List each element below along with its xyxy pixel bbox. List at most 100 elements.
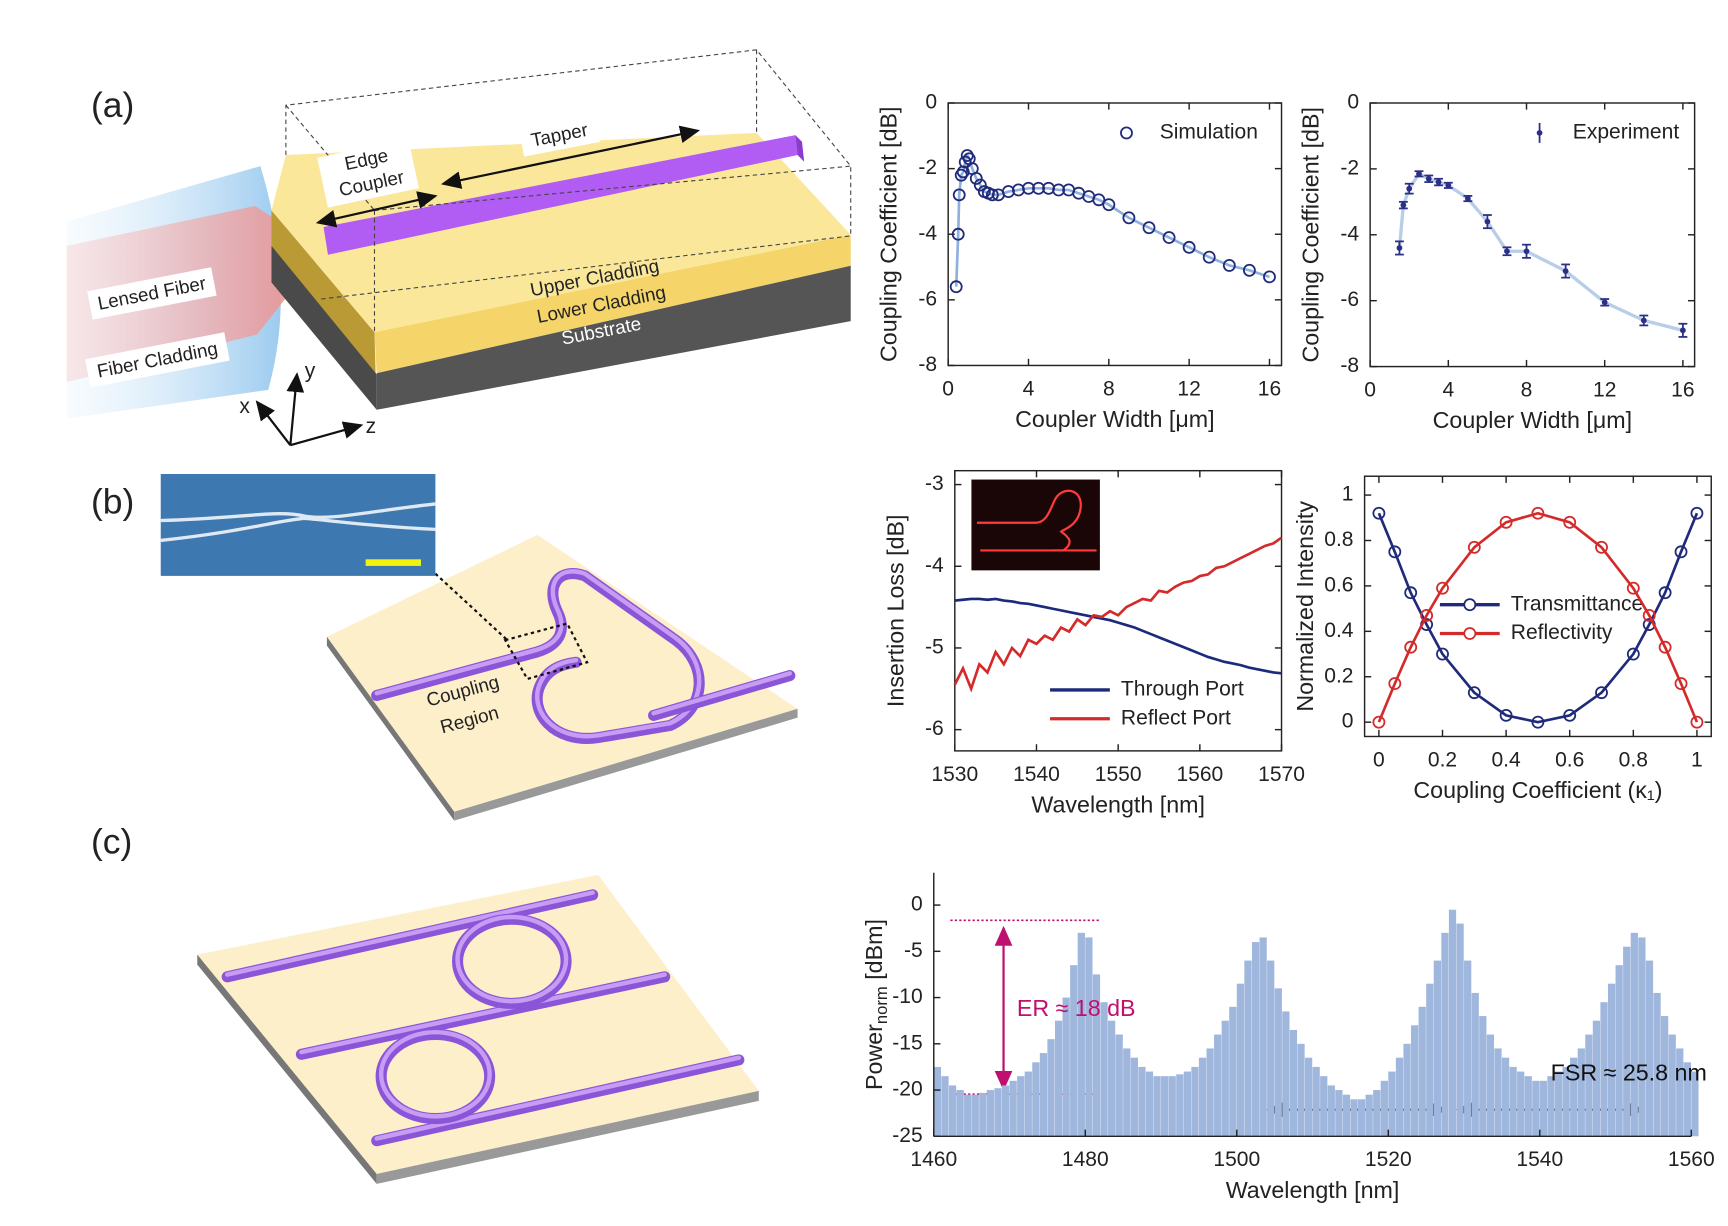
point — [952, 188, 966, 202]
point — [1464, 195, 1471, 202]
y-tick-label: 0 — [1347, 91, 1359, 114]
point — [949, 280, 963, 294]
point — [1242, 263, 1256, 277]
point — [1445, 182, 1452, 189]
bar — [1638, 937, 1646, 1137]
x-tick-label: 0.8 — [1619, 748, 1648, 771]
x-tick-label: 0 — [1364, 379, 1376, 402]
y-tick-label: 0.4 — [1324, 619, 1354, 642]
point — [1436, 581, 1449, 595]
x-tick-label: 1540 — [1013, 763, 1060, 786]
legend-label: Reflect Port — [1121, 706, 1231, 729]
bar — [1062, 997, 1070, 1137]
point — [958, 155, 972, 169]
legend-swatch — [1120, 126, 1133, 140]
point — [1372, 506, 1386, 520]
bar — [1032, 1062, 1040, 1137]
bar — [1683, 1062, 1691, 1137]
y-tick-label: -8 — [918, 353, 937, 376]
y-tick-label: -6 — [918, 287, 937, 310]
panel-label: (c) — [91, 821, 132, 861]
bar — [1411, 1025, 1419, 1137]
plot-frame — [1363, 475, 1712, 738]
series-line — [1377, 511, 1699, 723]
bar — [1607, 983, 1616, 1137]
point — [1504, 248, 1510, 255]
bar — [1577, 1048, 1585, 1137]
edge-coupler-diagram: Edge Coupler Tapper Lensed Fiber Fiber C… — [66, 49, 852, 447]
bar — [1479, 1016, 1487, 1137]
y-tick-label: -2 — [1340, 156, 1359, 179]
bar — [1244, 960, 1252, 1137]
y-tick-label: -20 — [892, 1078, 922, 1101]
bar — [1615, 965, 1623, 1137]
point — [1122, 211, 1136, 225]
y-tick-label: 0 — [911, 893, 923, 916]
x-tick-label: 1480 — [1062, 1148, 1109, 1171]
y-axis-label: Coupling Coefficient [dB] — [1298, 107, 1324, 362]
point — [1102, 198, 1116, 212]
x-tick-label: 8 — [1521, 379, 1533, 402]
x-tick-label: 0.2 — [1428, 748, 1457, 771]
annotation: ER ≈ 18 dB — [1017, 995, 1136, 1021]
y-tick-label: -5 — [904, 939, 923, 962]
point — [1658, 640, 1672, 654]
bar — [1539, 1080, 1548, 1137]
point — [951, 227, 965, 241]
bar — [1554, 1071, 1563, 1137]
bar — [1214, 1034, 1222, 1137]
point — [1202, 250, 1216, 264]
point — [1400, 202, 1407, 209]
point — [985, 188, 999, 202]
y-axis-label: Powernorm [dBm] — [861, 919, 891, 1090]
x-axis-label: Coupler Width [μm] — [1433, 407, 1632, 433]
x-tick-label: 1520 — [1365, 1148, 1412, 1171]
y-tick-label: -10 — [892, 985, 922, 1008]
bar — [1085, 937, 1093, 1137]
point — [1052, 183, 1066, 197]
point — [1595, 686, 1608, 700]
bar — [1660, 1016, 1669, 1137]
legend-swatch — [1463, 598, 1477, 612]
y-tick-label: -8 — [1340, 354, 1359, 377]
bar — [1259, 937, 1267, 1137]
x-axis-label: Coupling Coefficient (κ₁) — [1413, 777, 1662, 803]
annotation: FSR ≈ 25.8 nm — [1551, 1059, 1707, 1085]
point — [1416, 170, 1422, 177]
legend-label: Experiment — [1573, 120, 1680, 143]
point — [1484, 218, 1491, 225]
legend-label: Transmittance — [1511, 592, 1643, 615]
bar — [1373, 1090, 1381, 1137]
y-tick-label: -2 — [918, 156, 937, 179]
point — [1032, 181, 1045, 195]
bar — [1691, 1071, 1699, 1137]
legend-swatch — [1536, 130, 1543, 136]
bar — [1297, 1043, 1305, 1137]
x-tick-label: 1550 — [1095, 763, 1142, 786]
series-line — [954, 597, 1282, 675]
bar — [1206, 1048, 1214, 1137]
x-tick-label: 0 — [942, 377, 954, 400]
bar — [1304, 1057, 1313, 1137]
x-tick-label: 16 — [1258, 377, 1281, 400]
bar — [1532, 1080, 1540, 1137]
bar — [1229, 1006, 1237, 1137]
y-tick-label: -25 — [892, 1124, 922, 1147]
point — [1388, 545, 1402, 559]
x-axis-label: Wavelength [nm] — [1226, 1177, 1400, 1203]
bar — [941, 1076, 949, 1137]
bar — [1426, 983, 1434, 1137]
point — [1531, 715, 1545, 729]
x-axis-label: Wavelength [nm] — [1031, 791, 1205, 817]
x-tick-label: 1460 — [910, 1148, 957, 1171]
point — [1467, 686, 1481, 700]
x-tick-label: 1570 — [1258, 763, 1305, 786]
x-axis-label: Coupler Width [μm] — [1015, 406, 1214, 432]
point — [1523, 248, 1530, 255]
ring-diagram — [197, 874, 759, 1184]
bar — [1464, 960, 1472, 1137]
point — [973, 178, 987, 192]
bar — [964, 1094, 972, 1137]
point — [1022, 181, 1035, 195]
bar — [1501, 1057, 1510, 1137]
